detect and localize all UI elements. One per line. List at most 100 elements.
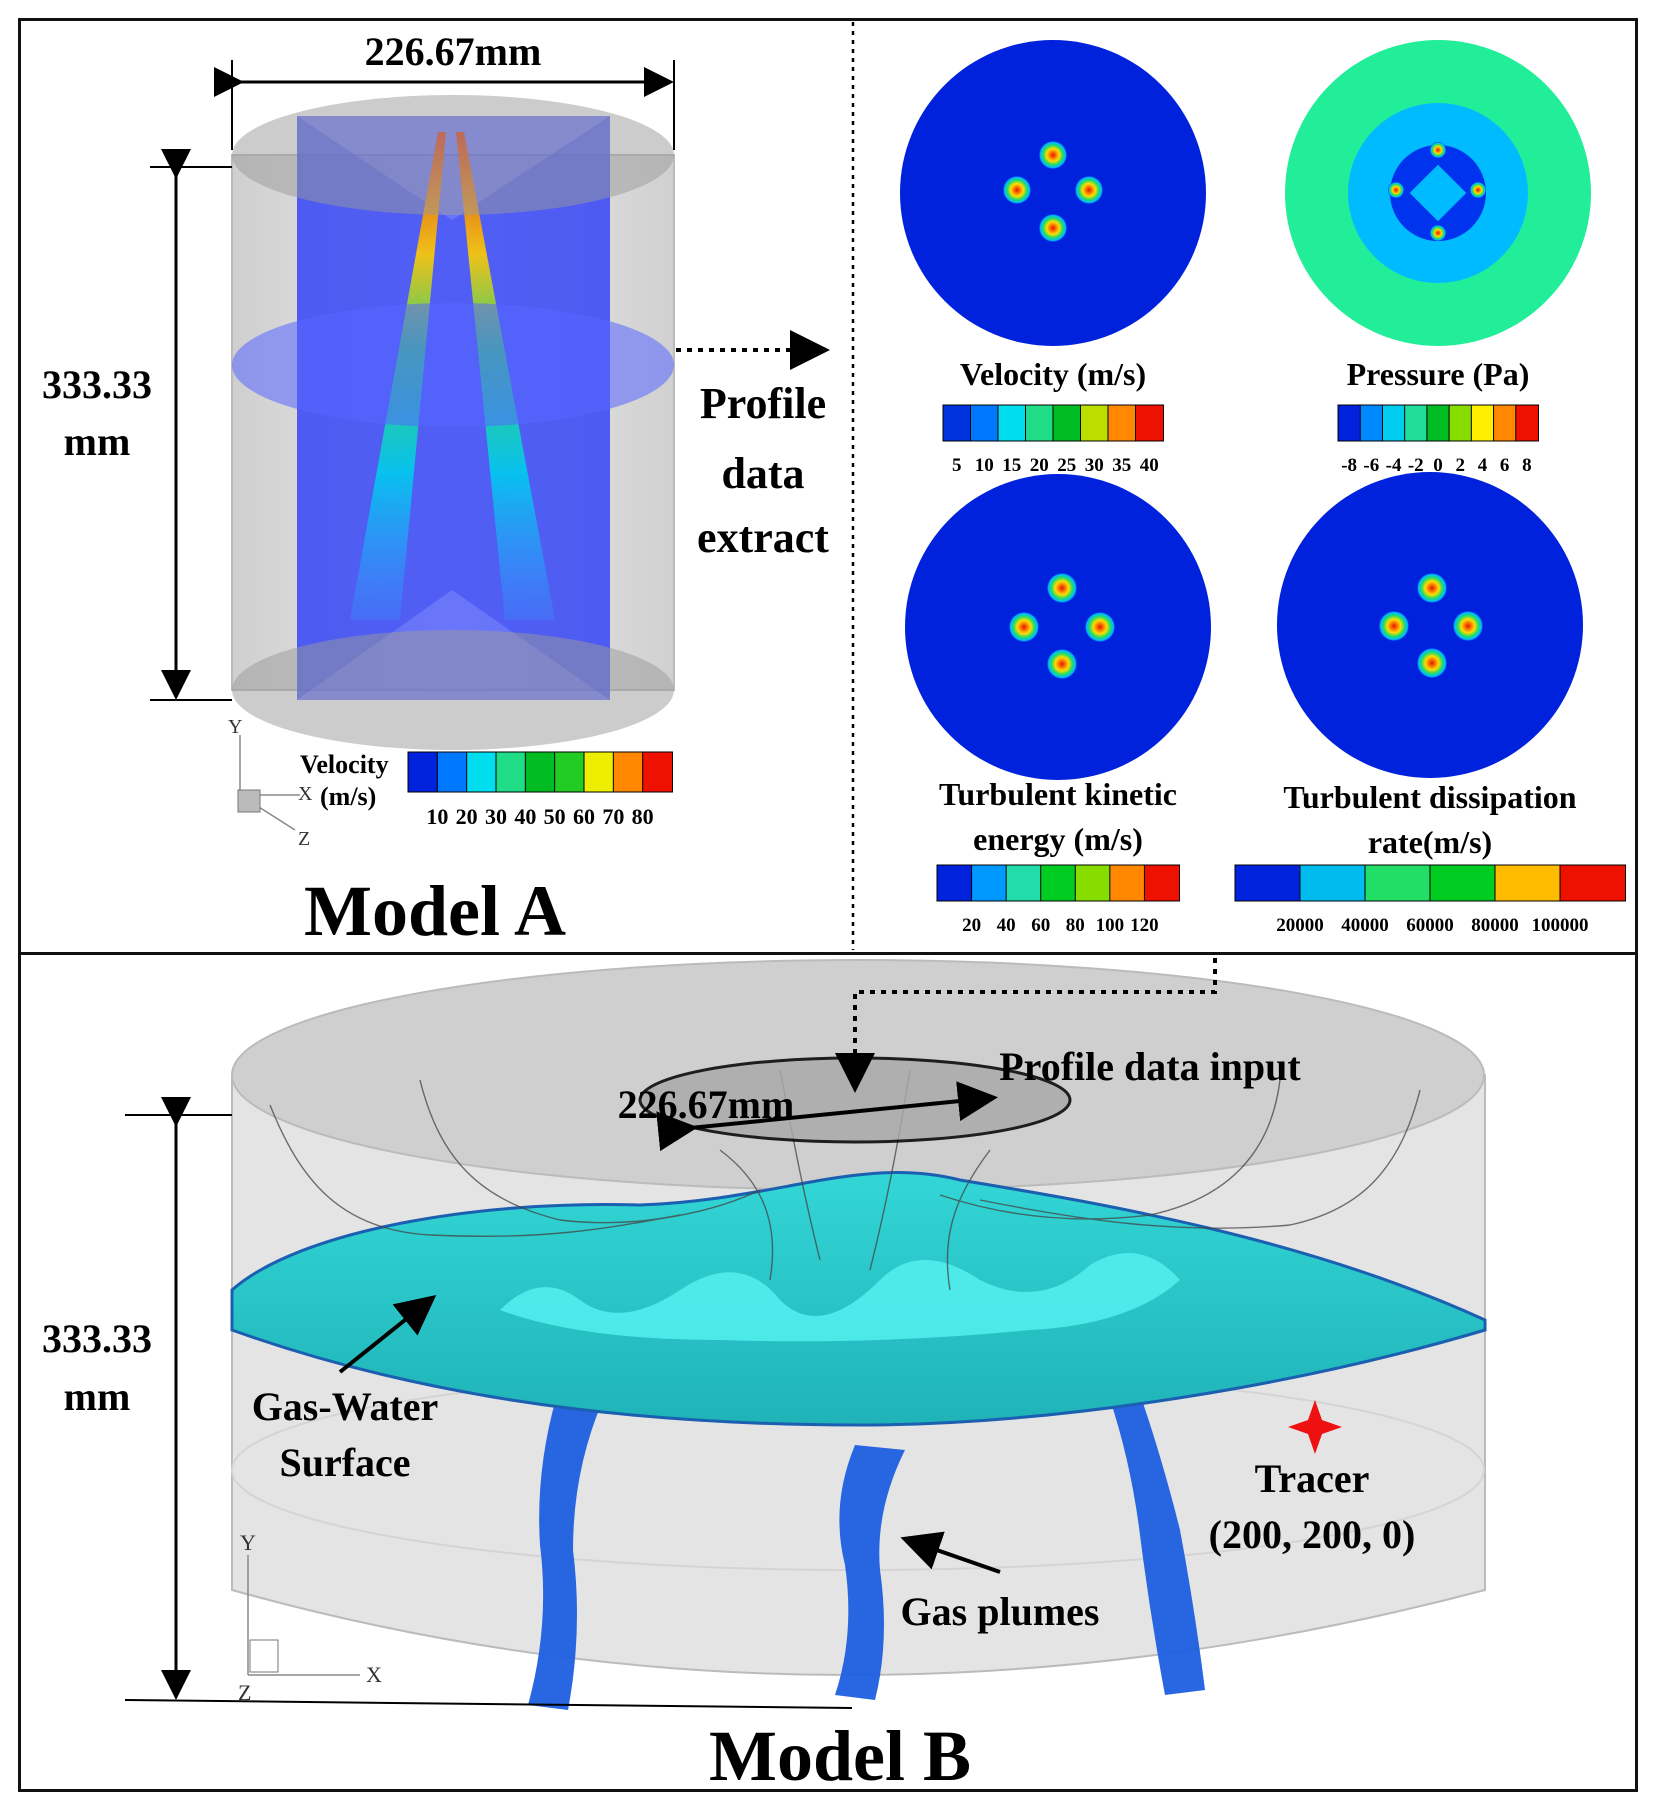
pressure-legend-title: Pressure (Pa) — [1347, 356, 1530, 392]
model-a-axis-x-label: X — [298, 783, 313, 805]
model-b-diameter-dimension — [656, 1081, 998, 1152]
model-a: 226.67mm 333.33 mm Y X Z Velocity (m/s) … — [42, 29, 675, 951]
profile-pressure — [1285, 40, 1591, 346]
model-b-title: Model B — [709, 1716, 971, 1796]
tdr-legend-tick: 60000 — [1406, 915, 1454, 936]
model-a-legend-swatch — [612, 751, 644, 793]
model-a-bottom-face — [232, 630, 674, 750]
tke-disc — [905, 474, 1211, 780]
model-a-legend-tick: 70 — [602, 804, 624, 829]
model-b-diameter-label: 226.67mm — [618, 1082, 795, 1127]
model-a-legend-tick: 20 — [456, 804, 478, 829]
tke-legend-swatch — [936, 864, 973, 902]
model-a-legend-swatch — [583, 751, 615, 793]
tdr-legend-tick: 40000 — [1341, 915, 1389, 936]
model-b-plume-right — [1105, 1380, 1205, 1695]
model-a-legend-tick: 50 — [544, 804, 566, 829]
surface-arrow — [338, 1295, 437, 1374]
tke-legend-swatch — [1074, 864, 1111, 902]
model-b-height-label-2: mm — [64, 1374, 131, 1419]
tdr-legend-swatch — [1559, 864, 1626, 902]
profile-velocity — [900, 40, 1206, 346]
tke-legend-tick: 20 — [962, 915, 981, 936]
model-a-legend-swatch — [436, 751, 468, 793]
pressure-legend-swatch — [1448, 404, 1473, 442]
model-a-axes: Y X Z — [228, 716, 313, 850]
model-a-height-label-1: 333.33 — [42, 362, 152, 407]
model-b-profile-input-label: Profile data input — [999, 1044, 1301, 1089]
tdr-legend-swatch — [1494, 864, 1561, 902]
model-a-legend-swatch — [407, 751, 439, 793]
tke-legend-swatch — [1040, 864, 1077, 902]
model-a-title: Model A — [304, 871, 566, 951]
velocity-legend-swatch — [1025, 404, 1054, 442]
profile-tke — [905, 474, 1211, 780]
tdr-legend-title: Turbulent dissipation — [1283, 779, 1576, 815]
velocity-legend-title: Velocity (m/s) — [960, 356, 1146, 392]
model-b-axis-y-label: Y — [240, 1530, 256, 1555]
tke-legend-swatch — [1143, 864, 1181, 902]
pressure-legend-tick: -2 — [1408, 455, 1424, 476]
velocity-legend-tick: 35 — [1112, 455, 1131, 476]
model-b-axis-z-label: Z — [238, 1680, 251, 1705]
tdr-legend-swatch — [1299, 864, 1366, 902]
model-b-gas-water-surface — [230, 1170, 1487, 1427]
model-b-height-label-1: 333.33 — [42, 1316, 152, 1361]
extract-label-2: data — [721, 449, 804, 498]
bottom-panel — [18, 952, 1638, 1792]
tke-legend-title: Turbulent kinetic — [939, 776, 1177, 812]
pressure-legend-swatch — [1515, 404, 1540, 442]
model-a-legend-swatch — [642, 751, 674, 793]
pressure-legend-tick: -4 — [1386, 455, 1402, 476]
model-a-axis-y-label: Y — [228, 716, 242, 738]
model-a-legend-tick: 80 — [632, 804, 654, 829]
model-a-legend-swatch — [495, 751, 527, 793]
pressure-legend-swatch — [1359, 404, 1384, 442]
pressure-legend-swatch — [1426, 404, 1451, 442]
profile-input-arrow — [835, 958, 1217, 1093]
tdr-legend-tick: 20000 — [1276, 915, 1324, 936]
profile-tdr — [1277, 472, 1583, 778]
model-a-height-label-2: mm — [64, 419, 131, 464]
tke-legend-tick: 120 — [1130, 915, 1159, 936]
tke-legend-swatch — [1005, 864, 1042, 902]
model-a-legend-swatch — [554, 751, 586, 793]
tke-legend-tick: 80 — [1066, 915, 1085, 936]
model-a-legend-tick: 40 — [514, 804, 536, 829]
model-b-plume-left — [528, 1385, 603, 1710]
tdr-legend-swatch — [1364, 864, 1431, 902]
velocity-legend-tick: 25 — [1057, 455, 1076, 476]
surface-label-2: Surface — [279, 1440, 410, 1485]
pressure-legend-tick: 0 — [1433, 455, 1443, 476]
plumes-arrow — [900, 1531, 1001, 1574]
pressure-legend-swatch — [1381, 404, 1406, 442]
pressure-legend-swatch — [1493, 404, 1517, 442]
pressure-legend-swatch — [1470, 404, 1495, 442]
tdr-legend-swatch — [1234, 864, 1301, 902]
model-b: 226.67mm Profile data input 333.33 mm Ga… — [42, 958, 1487, 1796]
pressure-legend-swatch — [1337, 404, 1362, 442]
tracer-label-2: (200, 200, 0) — [1209, 1512, 1416, 1557]
model-a-legend: 10 20 30 40 50 60 70 80 — [407, 751, 674, 829]
velocity-legend-swatch — [942, 404, 972, 442]
model-a-mid-slice — [232, 303, 674, 427]
tke-legend-tick: 100 — [1096, 915, 1125, 936]
velocity-legend-swatch — [1052, 404, 1082, 442]
model-a-legend-tick: 10 — [426, 804, 448, 829]
tke-legend-tick: 40 — [997, 915, 1016, 936]
tracer-label-1: Tracer — [1255, 1456, 1370, 1501]
model-a-legend-tick: 30 — [485, 804, 507, 829]
tracer-marker — [1288, 1400, 1342, 1454]
model-b-axes: Y X Z — [238, 1530, 382, 1705]
pressure-legend-swatch — [1404, 404, 1428, 442]
velocity-legend-tick: 5 — [952, 455, 962, 476]
tdr-legend-title-2: rate(m/s) — [1368, 824, 1492, 860]
tke-legend-swatch — [1109, 864, 1146, 902]
pressure-legend-tick: -6 — [1363, 455, 1379, 476]
velocity-legend-tick: 15 — [1002, 455, 1021, 476]
velocity-legend-swatch — [1135, 404, 1164, 442]
velocity-legend-swatch — [1107, 404, 1137, 442]
tdr-disc — [1277, 472, 1583, 778]
